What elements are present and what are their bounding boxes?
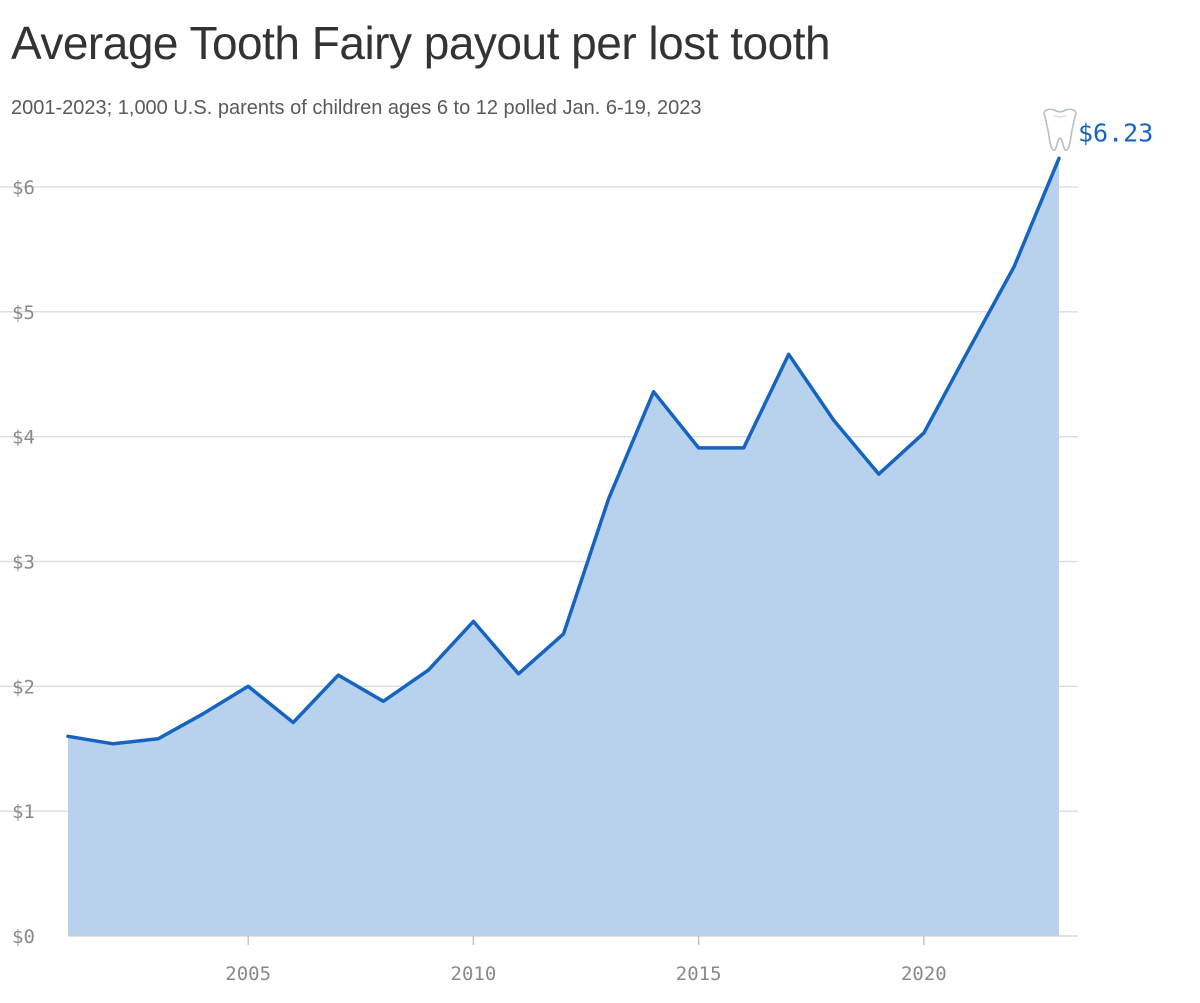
y-tick-label: $4 <box>12 427 35 449</box>
chart-subtitle: 2001-2023; 1,000 U.S. parents of childre… <box>11 97 702 119</box>
x-tick-label: 2015 <box>676 963 722 985</box>
x-tick-label: 2010 <box>451 963 497 985</box>
y-tick-label: $2 <box>12 676 35 698</box>
y-tick-label: $5 <box>12 302 35 324</box>
y-tick-label: $0 <box>12 926 35 948</box>
series-line <box>66 156 1061 746</box>
y-tick-label: $3 <box>12 552 35 574</box>
x-axis-ticks: 2005 2010 2015 2020 <box>225 936 947 985</box>
tooth-icon <box>1043 108 1077 152</box>
y-tick-label: $1 <box>12 801 35 823</box>
x-tick-label: 2005 <box>225 963 271 985</box>
end-value-label: $6.23 <box>1078 118 1153 147</box>
area-fill <box>68 158 1059 937</box>
y-axis-ticks: $0 $1 $2 $3 $4 $5 $6 <box>12 177 35 948</box>
x-tick-label: 2020 <box>901 963 947 985</box>
chart-title: Average Tooth Fairy payout per lost toot… <box>11 17 831 69</box>
y-tick-label: $6 <box>12 177 35 199</box>
